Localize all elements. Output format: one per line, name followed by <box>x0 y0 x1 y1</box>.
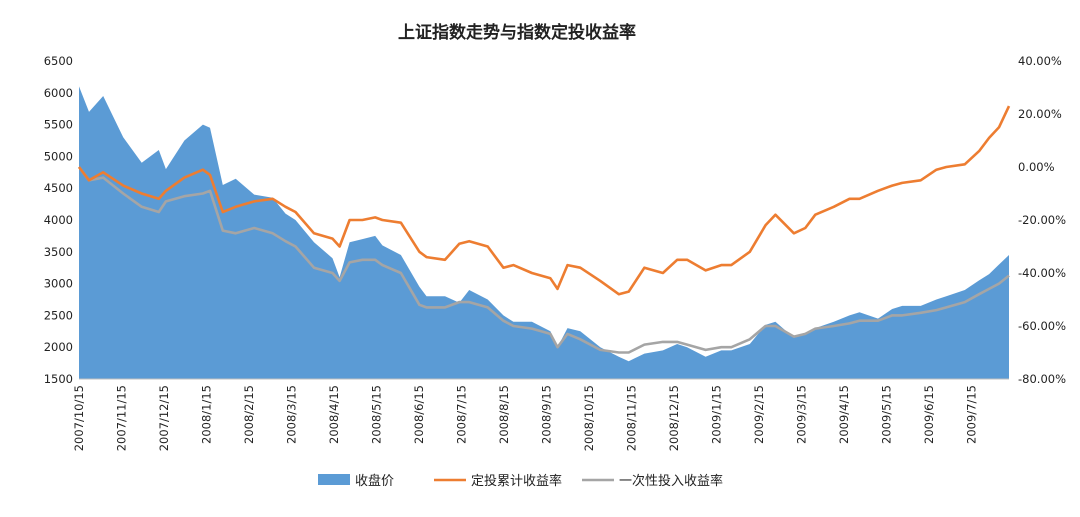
legend: 收盘价 定投累计收益率 一次性投入收益率 <box>318 473 723 489</box>
series-line-lump-sum-return <box>77 166 1010 354</box>
left-axis-tick-label: 5500 <box>44 118 73 132</box>
right-axis-tick-label: -20.00% <box>1018 213 1066 227</box>
right-axis-tick-label: 40.00% <box>1018 54 1062 68</box>
legend-item: 一次性投入收益率 <box>582 473 723 489</box>
x-axis-tick-label: 2008/4/15 <box>327 385 341 444</box>
left-axis-tick-label: 3500 <box>44 245 73 259</box>
x-axis-tick-label: 2007/11/15 <box>115 385 129 451</box>
right-axis-tick-label: 0.00% <box>1018 160 1055 174</box>
left-axis-tick-label: 4500 <box>44 181 73 195</box>
x-axis-tick-label: 2007/10/15 <box>72 385 86 451</box>
x-axis-tick-label: 2008/1/15 <box>200 385 214 444</box>
right-axis-ticks: -80.00% -60.00% -40.00% -20.00% 0.00% 20.00% 4… <box>1018 54 1066 386</box>
x-axis-tick-label: 2009/3/15 <box>795 385 809 444</box>
legend-item: 定投累计收益率 <box>434 473 562 489</box>
x-axis-tick-label: 2009/7/15 <box>965 385 979 444</box>
x-axis-ticks: 2007/10/15 2007/11/15 2007/12/15 2008/1/15 2… <box>72 385 979 451</box>
legend-label: 定投累计收益率 <box>471 473 562 489</box>
x-axis-tick-label: 2009/6/15 <box>922 385 936 444</box>
x-axis-tick-label: 2008/9/15 <box>540 385 554 444</box>
x-axis-tick-label: 2008/5/15 <box>370 385 384 444</box>
plot-area <box>77 86 1011 380</box>
left-axis-tick-label: 1500 <box>44 372 73 386</box>
right-axis-tick-label: -60.00% <box>1018 319 1066 333</box>
left-axis-tick-label: 2000 <box>44 340 73 354</box>
x-axis-tick-label: 2008/3/15 <box>285 385 299 444</box>
left-axis-tick-label: 3000 <box>44 277 73 291</box>
left-axis-tick-label: 6000 <box>44 86 73 100</box>
series-line-dca-return <box>77 105 1011 296</box>
x-axis-tick-label: 2008/6/15 <box>412 385 426 444</box>
x-axis-tick-label: 2008/10/15 <box>582 385 596 451</box>
right-axis-tick-label: -80.00% <box>1018 372 1066 386</box>
left-axis-tick-label: 5000 <box>44 149 73 163</box>
x-axis-tick-label: 2009/4/15 <box>837 385 851 444</box>
x-axis-tick-label: 2008/7/15 <box>455 385 469 444</box>
left-axis-tick-label: 6500 <box>44 54 73 68</box>
left-axis-tick-label: 4000 <box>44 213 73 227</box>
x-axis-tick-label: 2008/8/15 <box>497 385 511 444</box>
x-axis-tick-label: 2007/12/15 <box>157 385 171 451</box>
x-axis-tick-label: 2009/5/15 <box>880 385 894 444</box>
x-axis-tick-label: 2009/2/15 <box>752 385 766 444</box>
x-axis-tick-label: 2008/12/15 <box>667 385 681 451</box>
x-axis-tick-label: 2008/11/15 <box>625 385 639 451</box>
chart-title: 上证指数走势与指数定投收益率 <box>398 22 636 43</box>
legend-label: 一次性投入收益率 <box>619 473 723 489</box>
legend-label: 收盘价 <box>355 473 394 489</box>
series-area-close-price <box>79 86 1009 380</box>
left-axis-ticks: 1500 2000 2500 3000 3500 4000 4500 5000 5500 6000… <box>44 54 73 386</box>
right-axis-tick-label: 20.00% <box>1018 107 1062 121</box>
right-axis-tick-label: -40.00% <box>1018 266 1066 280</box>
x-axis-tick-label: 2009/1/15 <box>710 385 724 444</box>
legend-item: 收盘价 <box>318 473 394 489</box>
left-axis-tick-label: 2500 <box>44 308 73 322</box>
legend-swatch <box>318 474 350 485</box>
x-axis-tick-label: 2008/2/15 <box>242 385 256 444</box>
